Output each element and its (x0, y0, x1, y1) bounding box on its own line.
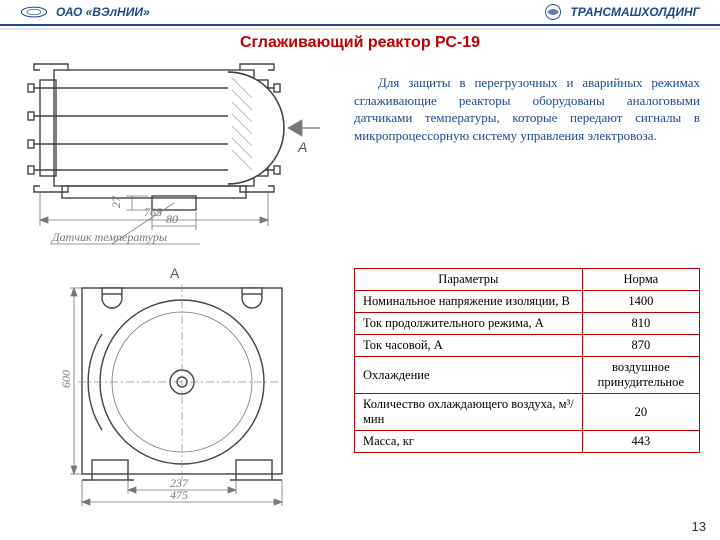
header-left: ОАО «ВЭлНИИ» (20, 3, 150, 21)
description-body: Для защиты в перегрузочных и аварийных р… (354, 75, 700, 143)
value-cell: 20 (582, 394, 699, 431)
spec-table: Параметры Норма Номинальное напряжение и… (354, 268, 700, 453)
param-cell: Номинальное напряжение изоляции, В (355, 291, 583, 313)
reactor-side-view-diagram: 765 27 80 Датчик температуры (20, 58, 340, 258)
table-header-row: Параметры Норма (355, 269, 700, 291)
reactor-front-view-diagram: А (20, 264, 340, 509)
header-right: ТРАНСМАШХОЛДИНГ (544, 3, 700, 21)
page-header: ОАО «ВЭлНИИ» ТРАНСМАШХОЛДИНГ (0, 0, 720, 26)
value-cell: воздушное принудительное (582, 357, 699, 394)
value-cell: 1400 (582, 291, 699, 313)
dim-outer-w: 475 (170, 488, 188, 502)
param-cell: Ток часовой, А (355, 335, 583, 357)
value-cell: 870 (582, 335, 699, 357)
description-text: Для защиты в перегрузочных и аварийных р… (354, 58, 700, 258)
company-logo-icon (20, 3, 48, 21)
page-number: 13 (692, 519, 706, 534)
col-param: Параметры (355, 269, 583, 291)
table-row: Номинальное напряжение изоляции, В1400 (355, 291, 700, 313)
bottom-row: А (20, 264, 700, 509)
page-title: Сглаживающий реактор РС-19 (0, 34, 720, 52)
value-cell: 810 (582, 313, 699, 335)
table-row: Охлаждениевоздушное принудительное (355, 357, 700, 394)
sensor-label: Датчик температуры (51, 230, 167, 244)
param-cell: Масса, кг (355, 431, 583, 453)
view-label-A: А (170, 265, 180, 281)
param-cell: Охлаждение (355, 357, 583, 394)
param-cell: Ток продолжительного режима, А (355, 313, 583, 335)
param-cell: Количество охлаждающего воздуха, м³/мин (355, 394, 583, 431)
table-row: Ток продолжительного режима, А810 (355, 313, 700, 335)
org-name-left: ОАО «ВЭлНИИ» (56, 5, 150, 19)
header-divider (0, 28, 720, 32)
dim-sensor-w: 80 (166, 212, 178, 226)
value-cell: 443 (582, 431, 699, 453)
holding-logo-icon (544, 3, 562, 21)
table-row: Количество охлаждающего воздуха, м³/мин2… (355, 394, 700, 431)
content: 765 27 80 Датчик температуры (0, 52, 720, 509)
table-row: Масса, кг443 (355, 431, 700, 453)
top-row: 765 27 80 Датчик температуры (20, 58, 700, 258)
dim-sensor-h: 27 (109, 195, 123, 208)
org-name-right: ТРАНСМАШХОЛДИНГ (570, 5, 700, 19)
view-arrow-label: А (297, 139, 307, 155)
dim-height: 600 (59, 370, 73, 388)
spec-table-wrap: Параметры Норма Номинальное напряжение и… (354, 264, 700, 509)
table-row: Ток часовой, А870 (355, 335, 700, 357)
col-norm: Норма (582, 269, 699, 291)
